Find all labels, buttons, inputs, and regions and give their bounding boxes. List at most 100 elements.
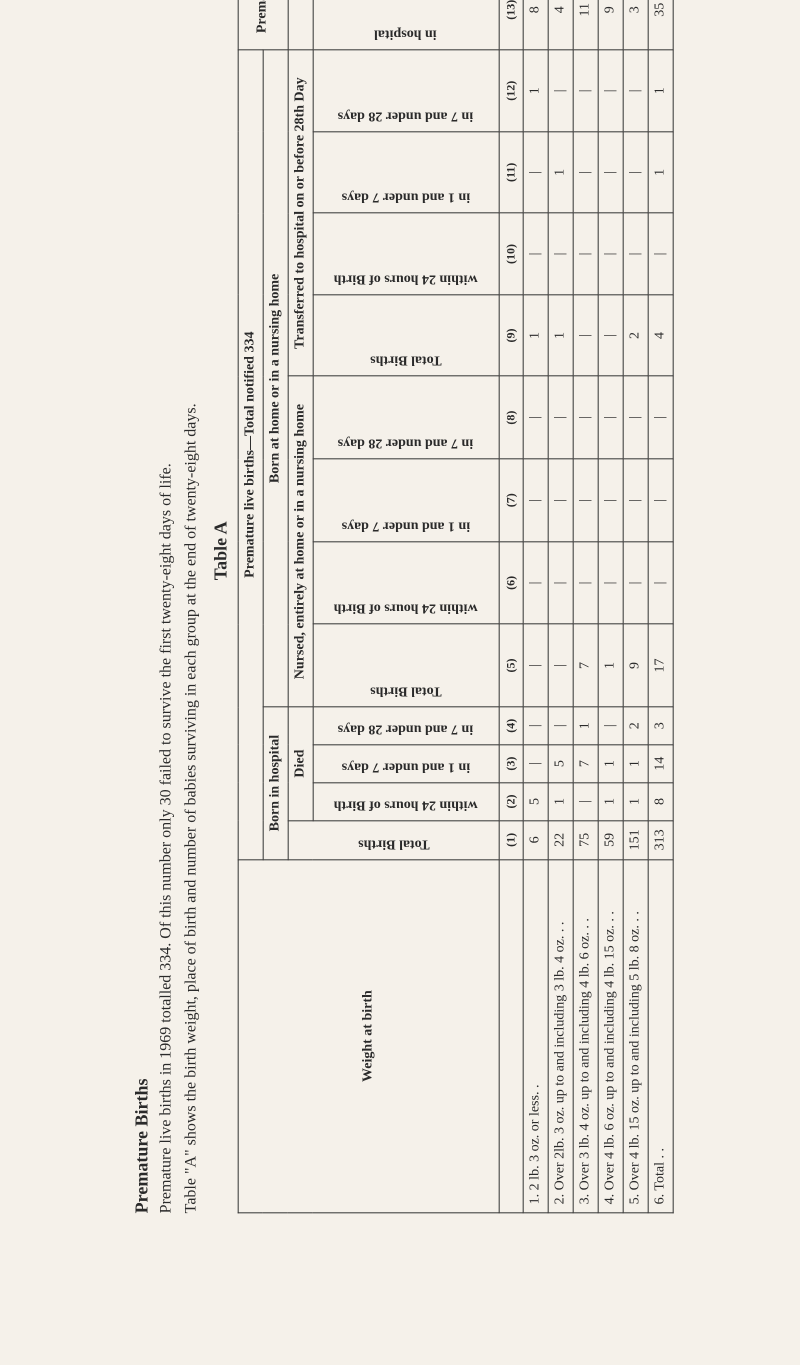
cell: |	[623, 50, 648, 132]
cell: 8	[523, 0, 548, 50]
premature-births-table: Weight at birth Premature live births—To…	[237, 0, 673, 1213]
colnum-9: (9)	[499, 295, 523, 377]
colnum-1: (1)	[499, 820, 523, 859]
cell: |	[573, 213, 598, 295]
col-7to28-2: in 7 and under 28 days	[332, 432, 480, 452]
row-label: 1. 2 lb. 3 oz. or less. .	[523, 859, 548, 1212]
col-in-hospital: in hospital	[355, 23, 457, 43]
cell: 1	[598, 624, 623, 707]
cell: 1	[623, 783, 648, 821]
colnum-4: (4)	[499, 707, 523, 745]
cell: 3	[648, 707, 673, 745]
cell: 1	[523, 295, 548, 377]
cell: 7	[573, 624, 598, 707]
cell: 2	[623, 707, 648, 745]
col-died-1: Died	[288, 707, 313, 821]
colnum-8: (8)	[499, 376, 523, 459]
col-weight: Weight at birth	[238, 859, 499, 1212]
cell: 1	[548, 295, 573, 377]
col-total-births-1: Total Births	[342, 833, 444, 853]
cell: |	[548, 624, 573, 707]
cell: |	[598, 459, 623, 542]
cell: |	[523, 745, 548, 783]
cell: 35	[648, 0, 673, 50]
colnum-12: (12)	[499, 50, 523, 132]
cell: |	[623, 213, 648, 295]
cell: 1	[548, 783, 573, 821]
page-number: 80	[751, 0, 769, 531]
col-nursed: Nursed, entirely at home or in a nursing…	[288, 376, 313, 707]
table-row: 6. Total . .313814317|||4|11354	[648, 0, 673, 1213]
cell: 5	[523, 783, 548, 821]
col-born-home: Born at home or in a nursing home	[263, 50, 288, 707]
cell: |	[573, 50, 598, 132]
cell: |	[598, 542, 623, 625]
row-label: 4. Over 4 lb. 6 oz. up to and including …	[598, 859, 623, 1212]
colnum-13: (13)	[499, 0, 523, 50]
col-transferred: Transferred to hospital on or before 28t…	[288, 50, 313, 376]
row-label: 2. Over 2lb. 3 oz. up to and including 3…	[548, 859, 573, 1212]
cell: |	[523, 624, 548, 707]
col-premature-live: Premature live births—Total notified 334	[238, 50, 263, 859]
cell: |	[623, 132, 648, 214]
cell: 1	[598, 745, 623, 783]
cell: |	[523, 459, 548, 542]
cell: |	[598, 295, 623, 377]
cell: |	[648, 459, 673, 542]
cell: 2	[623, 295, 648, 377]
cell: 8	[648, 783, 673, 821]
cell: |	[548, 376, 573, 459]
cell: |	[648, 376, 673, 459]
cell: |	[598, 707, 623, 745]
col-within24-2: within 24 hours of Birth	[328, 598, 484, 618]
col-within24-3: within 24 hours of Birth	[328, 268, 484, 288]
cell: 6	[523, 820, 548, 859]
table-row: 4. Over 4 lb. 6 oz. up to and including …	[598, 0, 623, 1213]
cell: 1	[548, 132, 573, 214]
cell: |	[523, 376, 548, 459]
cell: 75	[573, 820, 598, 859]
cell: |	[623, 542, 648, 625]
cell: 9	[598, 0, 623, 50]
blank-corner	[499, 859, 523, 1212]
cell: |	[598, 50, 623, 132]
row-label: 3. Over 3 lb. 4 oz. up to and including …	[573, 859, 598, 1212]
cell: |	[573, 132, 598, 214]
cell: 59	[598, 820, 623, 859]
table-row: 5. Over 4 lb. 15 oz. up to and including…	[623, 0, 648, 1213]
cell: |	[598, 132, 623, 214]
col-7to28-3: in 7 and under 28 days	[332, 105, 480, 125]
cell: 11	[573, 0, 598, 50]
cell: |	[573, 295, 598, 377]
cell: |	[548, 542, 573, 625]
table-row: 1. 2 lb. 3 oz. or less. .65||||||1||18|	[523, 0, 548, 1213]
cell: |	[598, 213, 623, 295]
cell: 1	[623, 745, 648, 783]
cell: |	[548, 213, 573, 295]
cell: 151	[623, 820, 648, 859]
cell: 14	[648, 745, 673, 783]
cell: |	[523, 542, 548, 625]
table-row: 3. Over 3 lb. 4 oz. up to and including …	[573, 0, 598, 1213]
colnum-10: (10)	[499, 213, 523, 295]
description-line-2: Table "A" shows the birth weight, place …	[181, 0, 202, 1213]
table-row: 2. Over 2lb. 3 oz. up to and including 3…	[548, 0, 573, 1213]
cell: |	[648, 542, 673, 625]
cell: |	[548, 50, 573, 132]
cell: |	[523, 132, 548, 214]
cell: 1	[523, 50, 548, 132]
col-within24-1: within 24 hours of Birth	[328, 794, 484, 814]
description-line-1: Premature live births in 1969 totalled 3…	[157, 0, 178, 1213]
title-main: Premature Births	[132, 1079, 152, 1214]
cell: |	[598, 376, 623, 459]
cell: 1	[648, 50, 673, 132]
row-label: 5. Over 4 lb. 15 oz. up to and including…	[623, 859, 648, 1212]
cell: |	[573, 783, 598, 821]
col-7to28-1: in 7 and under 28 days	[332, 718, 480, 738]
cell: 3	[623, 0, 648, 50]
row-label: 6. Total . .	[648, 859, 673, 1212]
cell: |	[523, 213, 548, 295]
cell: 9	[623, 624, 648, 707]
col-born: Born	[288, 0, 313, 50]
colnum-3: (3)	[499, 745, 523, 783]
